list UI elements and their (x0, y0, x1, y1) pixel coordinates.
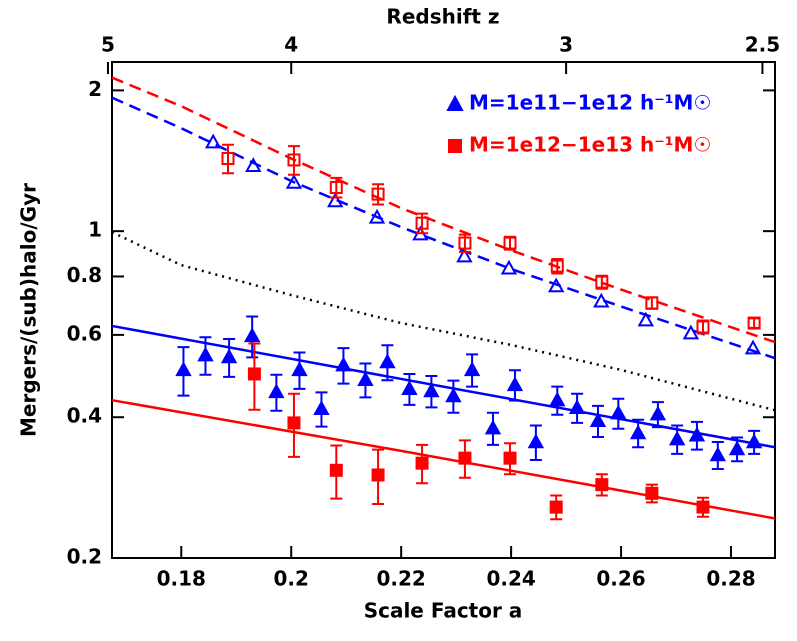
y-tick-label: 0.8 (67, 263, 102, 287)
x-tick-label: 0.22 (376, 567, 425, 591)
x-tick-label: 0.26 (596, 567, 645, 591)
marker (313, 400, 330, 415)
marker (649, 405, 667, 421)
marker (500, 259, 518, 275)
legend-marker (448, 139, 462, 153)
marker (593, 292, 610, 308)
marker (696, 320, 710, 334)
x-tick-label: 0.28 (706, 567, 755, 591)
marker (728, 440, 746, 456)
x2-tick-label: 3 (559, 33, 573, 57)
x2-tick-label: 4 (284, 33, 298, 57)
error-bar (287, 145, 300, 176)
x-tick-label: 0.24 (486, 567, 535, 591)
marker (245, 157, 262, 172)
marker (268, 383, 285, 399)
marker (682, 324, 700, 340)
marker (458, 236, 472, 250)
marker (506, 376, 524, 392)
marker (220, 348, 238, 364)
marker (745, 433, 763, 449)
marker (744, 339, 762, 355)
marker (709, 446, 727, 462)
marker (445, 387, 462, 403)
marker (589, 412, 607, 428)
error-bar (372, 183, 385, 206)
y-tick-label: 0.2 (67, 545, 102, 569)
marker (221, 152, 235, 166)
marker (423, 382, 440, 398)
marker (357, 371, 374, 386)
y-tick-label: 0.4 (67, 404, 102, 428)
marker (503, 451, 517, 465)
marker (329, 180, 343, 194)
marker (197, 346, 214, 362)
marker (550, 259, 564, 273)
x2-axis-label: Redshift z (386, 5, 499, 29)
legend-marker (446, 94, 464, 111)
marker (747, 316, 761, 330)
marker (688, 426, 706, 442)
marker (547, 277, 565, 293)
marker (175, 361, 192, 377)
marker (610, 404, 627, 420)
y-axis-label: Mergers/(sub)halo/Gyr (17, 183, 41, 437)
marker (287, 416, 301, 430)
marker (637, 311, 655, 327)
marker (247, 367, 261, 381)
y-tick-label: 0.6 (67, 321, 102, 345)
marker (287, 153, 301, 167)
marker (549, 391, 566, 407)
marker (291, 361, 308, 377)
x-tick-label: 0.18 (157, 567, 206, 591)
curve (111, 324, 776, 449)
marker (668, 430, 686, 446)
curve (111, 76, 776, 344)
error-bar (221, 143, 234, 175)
marker (371, 468, 385, 482)
marker (243, 327, 261, 343)
marker (568, 399, 586, 415)
marker (368, 208, 386, 224)
curve (111, 398, 776, 520)
marker (527, 433, 545, 449)
marker (401, 380, 418, 396)
marker (204, 133, 222, 149)
marker (463, 361, 481, 377)
marker (696, 500, 710, 514)
marker (329, 463, 343, 477)
marker (326, 192, 344, 208)
marker (379, 353, 396, 369)
marker (595, 478, 609, 492)
y-tick-label: 1 (88, 218, 102, 242)
marker (595, 275, 609, 289)
x-tick-label: 0.2 (274, 567, 309, 591)
legend-label: M=1e12−1e13 h⁻¹M☉ (469, 133, 711, 157)
marker (645, 296, 659, 310)
marker (629, 424, 647, 440)
marker (645, 486, 659, 500)
x2-tick-label: 5 (101, 33, 115, 57)
marker (335, 356, 352, 372)
marker (549, 500, 563, 514)
marker (458, 451, 472, 465)
marker (503, 236, 517, 250)
marker (285, 174, 303, 189)
x2-tick-label: 2.5 (745, 33, 780, 57)
legend-label: M=1e11−1e12 h⁻¹M☉ (469, 91, 711, 115)
error-bar (748, 317, 761, 329)
y-tick-label: 2 (88, 77, 102, 101)
curve (111, 231, 776, 412)
marker (415, 216, 429, 230)
marker (371, 187, 385, 201)
marker (415, 456, 429, 470)
marker (456, 247, 473, 263)
plot-frame (111, 61, 776, 559)
marker (484, 419, 502, 435)
x-axis-label: Scale Factor a (364, 599, 523, 623)
